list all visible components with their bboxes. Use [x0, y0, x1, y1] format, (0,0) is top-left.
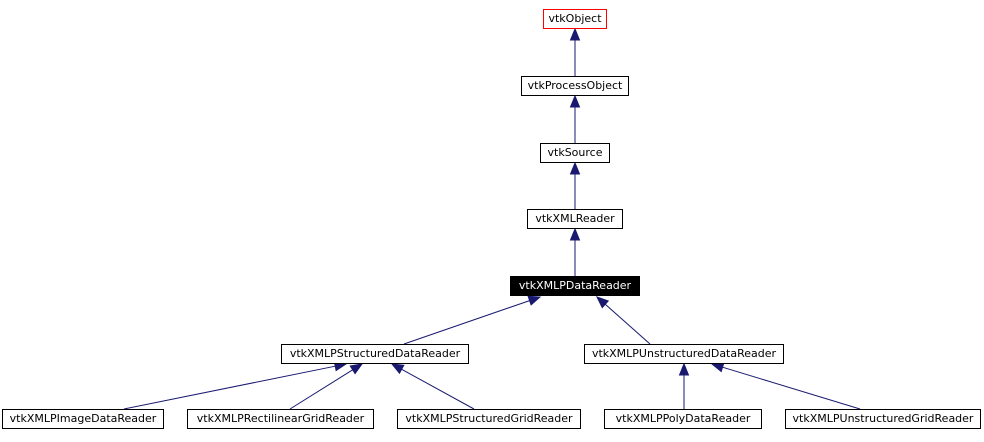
edge-vtkxmlpdatareader-to-vtkxmlreader — [569, 227, 581, 276]
edge-vtksource-to-vtkprocessobject — [569, 94, 581, 143]
arrowhead-icon — [569, 161, 581, 175]
edge-vtkprocessobject-to-vtkobject — [569, 27, 581, 76]
node-vtkxmlpstructuredgridreader[interactable]: vtkXMLPStructuredGridReader — [397, 409, 581, 429]
node-vtkxmlprectilineargridreader[interactable]: vtkXMLPRectilinearGridReader — [187, 409, 374, 429]
arrowhead-icon — [569, 227, 581, 241]
edge-vtkxmlprectilineargridreader-to-vtkxmlpstructureddatareader — [289, 363, 364, 410]
arrowhead-icon — [678, 362, 690, 376]
edge-vtkxmlpstructuredgridreader-to-vtkxmlpstructureddatareader — [390, 363, 475, 410]
node-vtkobject[interactable]: vtkObject — [543, 9, 607, 29]
arrowhead-icon — [569, 27, 581, 41]
node-vtksource[interactable]: vtkSource — [540, 143, 610, 163]
edge-vtkxmlpstructureddatareader-to-vtkxmlpdatareader — [403, 295, 542, 345]
edge-vtkxmlpimagedatareader-to-vtkxmlpstructureddatareader — [123, 361, 348, 410]
node-vtkxmlpunstructureddatareader[interactable]: vtkXMLPUnstructuredDataReader — [584, 344, 784, 364]
node-vtkxmlpstructureddatareader[interactable]: vtkXMLPStructuredDataReader — [281, 344, 469, 364]
node-vtkxmlpimagedatareader[interactable]: vtkXMLPImageDataReader — [2, 409, 164, 429]
edge-vtkxmlpunstructureddatareader-to-vtkxmlpdatareader — [596, 296, 651, 345]
node-vtkxmlpdatareader: vtkXMLPDataReader — [510, 276, 640, 296]
arrowhead-icon — [596, 296, 610, 309]
edge-vtkxmlreader-to-vtksource — [569, 161, 581, 209]
arrowhead-icon — [527, 295, 542, 306]
arrowhead-icon — [569, 94, 581, 108]
edge-vtkxmlppolydatareader-to-vtkxmlpunstructureddatareader — [678, 362, 690, 409]
node-vtkxmlppolydatareader[interactable]: vtkXMLPPolyDataReader — [604, 409, 762, 429]
arrowhead-icon — [710, 362, 725, 373]
node-vtkprocessobject[interactable]: vtkProcessObject — [521, 76, 629, 96]
node-vtkxmlpunstructuredgridreader[interactable]: vtkXMLPUnstructuredGridReader — [785, 409, 981, 429]
node-vtkxmlreader[interactable]: vtkXMLReader — [527, 209, 623, 229]
edge-vtkxmlpunstructuredgridreader-to-vtkxmlpunstructureddatareader — [710, 362, 861, 410]
arrowhead-icon — [390, 363, 405, 375]
arrowhead-icon — [349, 363, 364, 375]
